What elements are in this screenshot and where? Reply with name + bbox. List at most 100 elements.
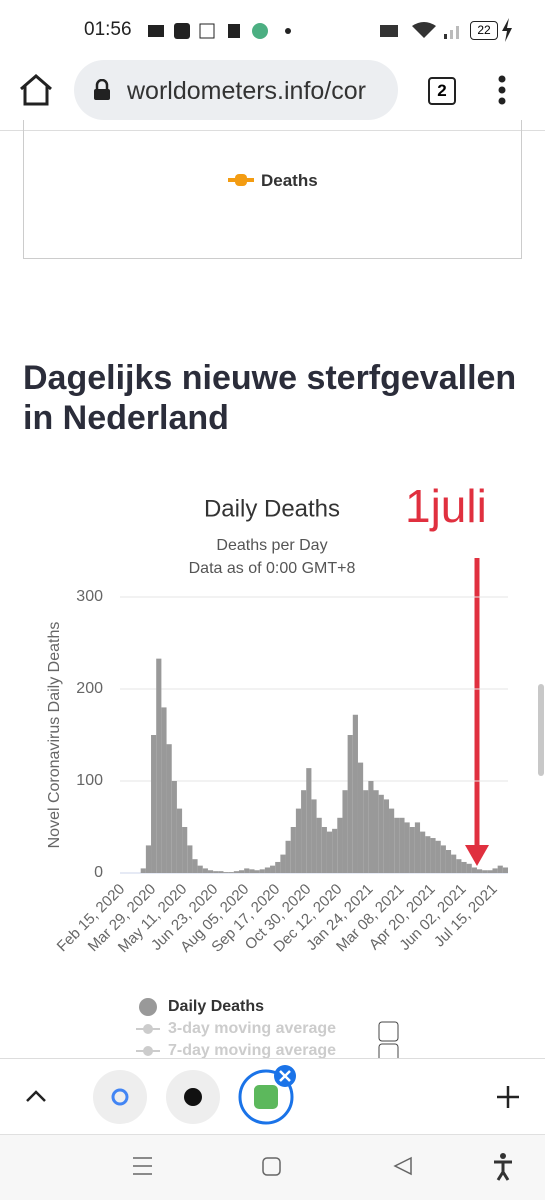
- legend-label: Daily Deaths: [168, 998, 264, 1015]
- chart-subtitle: Deaths per Day: [216, 537, 327, 554]
- bar: [337, 817, 343, 873]
- menu-button[interactable]: [496, 74, 508, 106]
- divider: [0, 130, 545, 131]
- legend-label: 7-day moving average: [168, 1042, 336, 1059]
- battery: 22: [470, 21, 498, 40]
- address-bar[interactable]: [74, 60, 398, 120]
- bar: [197, 865, 203, 873]
- bar: [497, 865, 503, 873]
- y-tick-label: 200: [76, 680, 103, 697]
- checkbox[interactable]: [378, 1043, 399, 1060]
- bar: [238, 870, 245, 873]
- legend-marker: [139, 998, 157, 1016]
- bar: [420, 831, 426, 873]
- accessibility[interactable]: [500, 1153, 506, 1159]
- bar: [409, 827, 415, 873]
- bar: [306, 768, 312, 873]
- bar: [414, 822, 421, 873]
- bar: [389, 808, 395, 873]
- url: worldometers.info/cor: [127, 77, 366, 105]
- bar: [254, 870, 260, 873]
- lock-icon: [94, 79, 110, 100]
- tab-strip-icons: [26, 1065, 519, 1125]
- bar: [466, 863, 472, 873]
- bar: [451, 854, 457, 873]
- bar: [244, 868, 250, 873]
- bar: [352, 714, 358, 873]
- tab-google[interactable]: [93, 1070, 147, 1124]
- bar: [316, 817, 322, 873]
- bar: [176, 808, 183, 873]
- bar: [166, 744, 172, 873]
- checkbox[interactable]: [378, 1021, 399, 1042]
- nav-bar: [0, 1134, 545, 1200]
- bar: [290, 827, 296, 873]
- bar: [145, 845, 152, 873]
- bar: [357, 762, 364, 873]
- bar: [311, 799, 317, 873]
- bar: [213, 871, 219, 873]
- bar: [295, 808, 302, 873]
- bar: [378, 794, 384, 873]
- bar: [207, 870, 214, 873]
- bar: [264, 867, 271, 873]
- legend-label: 3-day moving average: [168, 1020, 336, 1037]
- expand-button[interactable]: [26, 1090, 46, 1102]
- bar: [461, 861, 467, 873]
- tab-count[interactable]: 2: [428, 77, 456, 105]
- y-tick-label: 100: [76, 772, 103, 789]
- bar: [187, 845, 193, 873]
- legend-marker: [228, 174, 254, 186]
- legend-label: Deaths: [261, 171, 318, 190]
- recents-button[interactable]: [133, 1157, 152, 1175]
- bar: [456, 859, 462, 873]
- bar: [151, 735, 157, 873]
- chart-title: Daily Deaths: [204, 495, 340, 522]
- clock: 01:56: [84, 19, 132, 40]
- bar: [326, 831, 333, 873]
- bar: [399, 817, 405, 873]
- bar: [259, 869, 265, 873]
- bar: [373, 790, 379, 873]
- bar: [383, 799, 390, 873]
- bar: [270, 865, 276, 873]
- chart: Daily Deaths Deaths per Day Data as of 0…: [46, 480, 508, 1060]
- y-tick-label: 0: [94, 864, 103, 881]
- bar: [161, 707, 167, 873]
- charging-icon: [502, 18, 512, 42]
- bar: [404, 822, 410, 873]
- y-tick-label: 300: [76, 588, 103, 605]
- bar: [476, 869, 483, 873]
- bar: [482, 870, 488, 873]
- bar: [487, 870, 493, 873]
- home-button[interactable]: [18, 73, 54, 107]
- bar: [202, 868, 208, 873]
- annotation: 1juli: [405, 480, 487, 532]
- bar: [445, 850, 452, 873]
- bar: [363, 790, 369, 873]
- bar: [171, 781, 177, 873]
- bar: [280, 854, 286, 873]
- bar: [285, 840, 291, 873]
- bar: [342, 790, 348, 873]
- bar: [435, 840, 441, 873]
- previous-chart-box: [23, 120, 522, 259]
- bar: [502, 867, 508, 873]
- bar: [218, 871, 224, 873]
- section-heading: Dagelijks nieuwe sterfgevallen in Nederl…: [23, 359, 517, 437]
- legend-marker: [143, 1024, 153, 1034]
- home-nav[interactable]: [262, 1157, 281, 1176]
- back-button[interactable]: [393, 1156, 412, 1176]
- y-axis-label: Novel Coronavirus Daily Deaths: [46, 622, 63, 849]
- bar: [182, 827, 188, 873]
- bar: [223, 872, 229, 873]
- bar: [492, 868, 498, 873]
- bar: [140, 868, 146, 873]
- bar: [192, 859, 198, 873]
- status-icons: [148, 22, 298, 40]
- status-right-icons: [380, 22, 459, 39]
- bar: [321, 827, 327, 873]
- new-tab[interactable]: [497, 1086, 519, 1108]
- bar: [368, 781, 374, 873]
